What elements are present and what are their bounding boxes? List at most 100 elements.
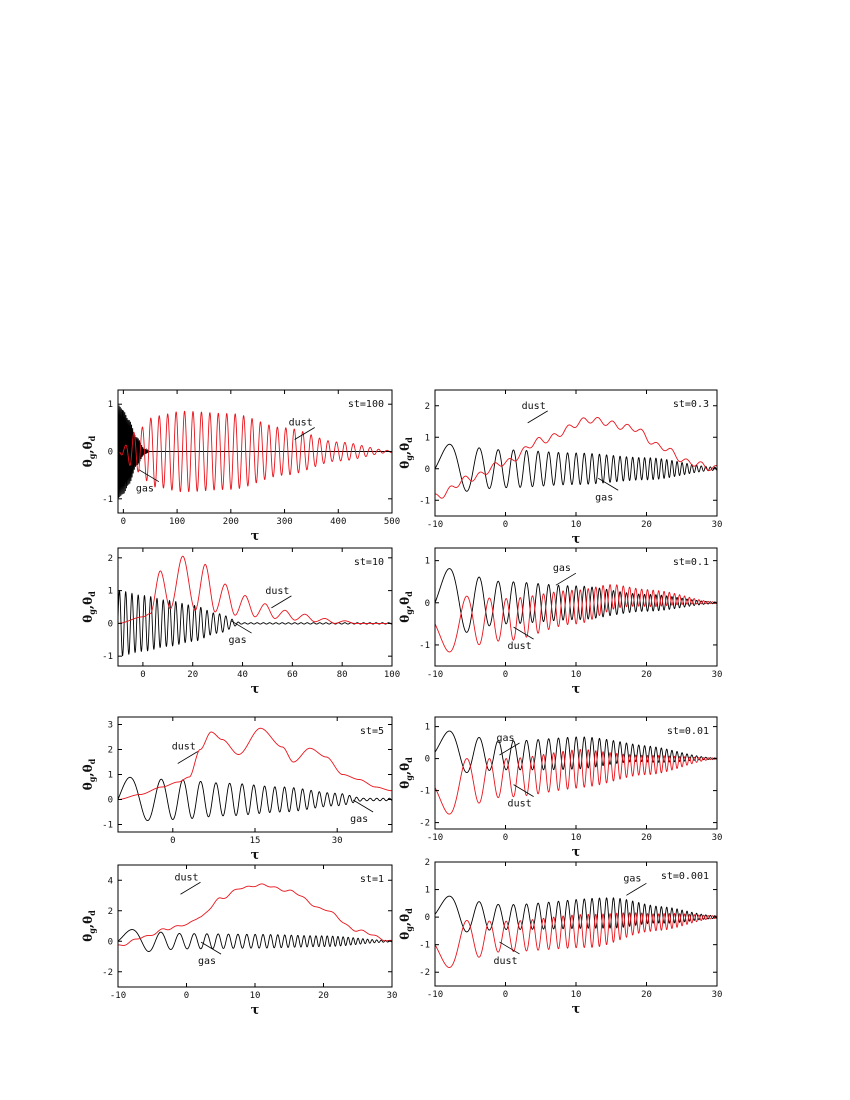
annotation-gas: gas xyxy=(198,956,216,967)
annotation-gas: gas xyxy=(136,484,154,495)
y-axis-label-part: d xyxy=(87,910,97,916)
annotation-gas: gas xyxy=(623,873,641,884)
annotation-arrow xyxy=(597,477,619,491)
y-axis-label-part: d xyxy=(404,757,414,763)
series-gas-line xyxy=(118,404,392,498)
series-gas-line xyxy=(118,590,392,657)
y-axis-label-part: d xyxy=(87,591,97,597)
x-tick-label: 80 xyxy=(337,670,348,680)
annotation-gas: gas xyxy=(553,563,571,574)
annotation-arrow xyxy=(271,595,292,609)
x-tick-label: 30 xyxy=(387,991,398,1001)
x-tick-label: 0 xyxy=(121,517,126,527)
x-tick-label: 20 xyxy=(641,833,652,843)
annotation-dust: dust xyxy=(172,742,196,753)
y-axis-label-part: θ xyxy=(81,441,95,449)
y-axis-label-part: , xyxy=(81,605,95,609)
annotation-arrow xyxy=(513,784,534,797)
x-tick-label: -10 xyxy=(427,833,443,843)
x-tick-label: -10 xyxy=(427,670,443,680)
y-axis-label-part: θ xyxy=(81,764,95,772)
series-gas-line xyxy=(118,929,392,952)
x-tick-label: 0 xyxy=(170,836,175,846)
y-axis-label-part: g xyxy=(87,453,97,459)
series-gas-line xyxy=(435,895,717,933)
annotation-dust: dust xyxy=(493,956,517,967)
y-tick-label: 1 xyxy=(425,886,430,896)
x-tick-label: 10 xyxy=(250,991,261,1001)
series-dust-line xyxy=(118,883,392,946)
x-axis-label: τ xyxy=(572,1002,581,1017)
annotation-arrow xyxy=(294,427,315,440)
y-tick-label: -1 xyxy=(419,787,430,797)
annotation-arrow xyxy=(626,882,647,896)
annotation-arrow xyxy=(527,410,548,424)
y-axis-label-part: g xyxy=(87,776,97,782)
panel-title: st=0.01 xyxy=(667,726,709,737)
y-tick-label: -1 xyxy=(419,941,430,951)
y-axis-label: θg,θd xyxy=(81,910,97,942)
y-axis-label-part: g xyxy=(404,455,414,461)
y-tick-label: 2 xyxy=(108,746,113,756)
annotation-arrow xyxy=(352,799,374,813)
x-tick-label: 500 xyxy=(384,517,400,527)
y-axis-label-part: θ xyxy=(398,615,412,623)
y-tick-label: 2 xyxy=(425,402,430,412)
panel-title: st=1 xyxy=(360,874,384,885)
y-tick-label: -2 xyxy=(419,968,430,978)
x-tick-label: 60 xyxy=(287,670,298,680)
y-tick-label: -2 xyxy=(419,819,430,829)
y-axis-label-part: θ xyxy=(81,916,95,924)
y-axis-label-part: θ xyxy=(81,459,95,467)
y-axis-label-part: θ xyxy=(81,597,95,605)
annotation-arrow xyxy=(200,941,222,955)
y-tick-label: 2 xyxy=(108,907,113,917)
x-tick-label: 15 xyxy=(250,836,261,846)
x-tick-label: 20 xyxy=(641,520,652,530)
x-tick-label: 200 xyxy=(223,517,239,527)
y-tick-label: -1 xyxy=(102,821,113,831)
x-axis-label: τ xyxy=(251,1003,260,1018)
x-axis-label: τ xyxy=(251,529,260,544)
x-tick-label: 30 xyxy=(712,990,723,1000)
series-gas-line xyxy=(435,443,717,492)
y-axis-label: θg,θd xyxy=(398,908,414,940)
y-tick-label: -1 xyxy=(419,496,430,506)
x-tick-label: 0 xyxy=(184,991,189,1001)
panel-title: st=10 xyxy=(354,557,384,568)
x-tick-label: 100 xyxy=(384,670,400,680)
panel-title: st=0.1 xyxy=(673,557,709,568)
x-tick-label: 30 xyxy=(712,520,723,530)
x-tick-label: 100 xyxy=(169,517,185,527)
y-axis-label-part: g xyxy=(87,609,97,615)
y-tick-label: 1 xyxy=(425,723,430,733)
y-tick-label: 0 xyxy=(425,599,430,609)
x-axis-label: τ xyxy=(572,682,581,697)
y-tick-label: 1 xyxy=(108,400,113,410)
plot-frame xyxy=(117,547,393,667)
x-tick-label: 0 xyxy=(503,520,508,530)
y-axis-label-part: θ xyxy=(81,782,95,790)
y-axis-label-part: , xyxy=(398,922,412,926)
plot-frame xyxy=(117,864,393,988)
annotation-dust: dust xyxy=(289,417,313,428)
y-axis-label-part: d xyxy=(404,591,414,597)
y-axis-label-part: , xyxy=(81,924,95,928)
y-axis-label-part: , xyxy=(398,451,412,455)
panel-title: st=5 xyxy=(360,726,384,737)
annotation-arrow xyxy=(499,742,520,756)
series-dust-line xyxy=(435,749,717,815)
annotation-arrow xyxy=(177,751,198,764)
y-tick-label: -1 xyxy=(102,652,113,662)
y-tick-label: 4 xyxy=(108,876,113,886)
y-axis-label-part: , xyxy=(398,605,412,609)
y-axis-label-part: θ xyxy=(398,781,412,789)
series-gas-line xyxy=(118,776,392,822)
panel-title: st=100 xyxy=(348,399,384,410)
